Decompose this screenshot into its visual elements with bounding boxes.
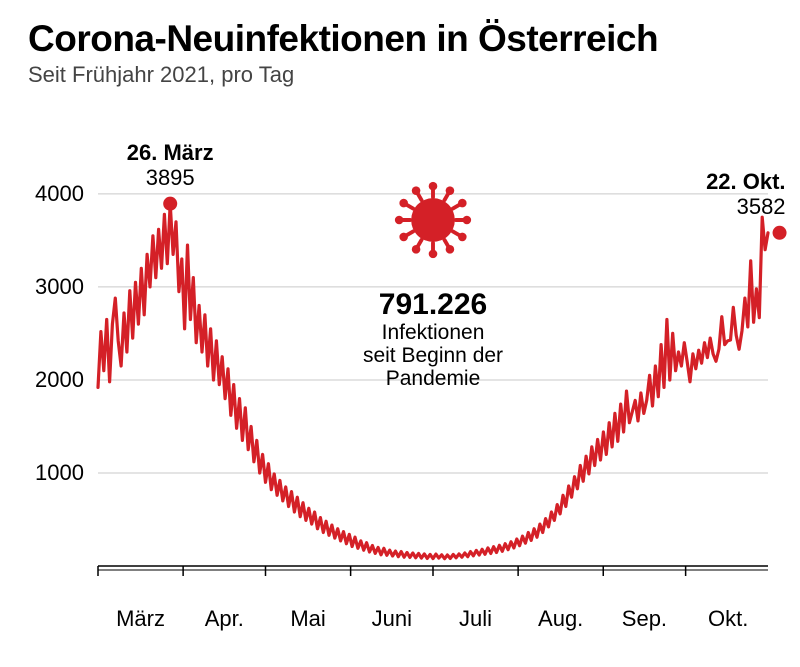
ytick-label: 1000 bbox=[35, 460, 84, 486]
callout-date: 26. März bbox=[127, 140, 214, 165]
xtick-label: Sep. bbox=[622, 606, 667, 632]
total-infections-annotation: 791.226Infektionenseit Beginn derPandemi… bbox=[363, 288, 503, 390]
xtick-label: Aug. bbox=[538, 606, 583, 632]
callout-value: 3895 bbox=[127, 165, 214, 190]
chart-title: Corona-Neuinfektionen in Österreich bbox=[0, 0, 800, 62]
callout: 22. Okt.3582 bbox=[706, 169, 785, 220]
annotation-line: seit Beginn der bbox=[363, 344, 503, 367]
xtick-label: Juni bbox=[372, 606, 412, 632]
chart-subtitle: Seit Frühjahr 2021, pro Tag bbox=[0, 62, 800, 88]
callout-date: 22. Okt. bbox=[706, 169, 785, 194]
xtick-label: Juli bbox=[459, 606, 492, 632]
xtick-label: Mai bbox=[290, 606, 325, 632]
annotation-number: 791.226 bbox=[363, 288, 503, 321]
annotation-line: Infektionen bbox=[363, 321, 503, 344]
annotation-line: Pandemie bbox=[363, 367, 503, 390]
ytick-label: 3000 bbox=[35, 274, 84, 300]
chart-area: 1000 2000 3000 4000 März Apr. Mai Juni Juli Aug. S… bbox=[28, 110, 772, 630]
xtick-label: Okt. bbox=[708, 606, 748, 632]
xtick-label: Apr. bbox=[205, 606, 244, 632]
callout: 26. März3895 bbox=[127, 140, 214, 191]
ytick-label: 2000 bbox=[35, 367, 84, 393]
ytick-label: 4000 bbox=[35, 181, 84, 207]
callout-value: 3582 bbox=[706, 194, 785, 219]
virus-icon bbox=[394, 181, 472, 259]
xtick-label: März bbox=[116, 606, 165, 632]
